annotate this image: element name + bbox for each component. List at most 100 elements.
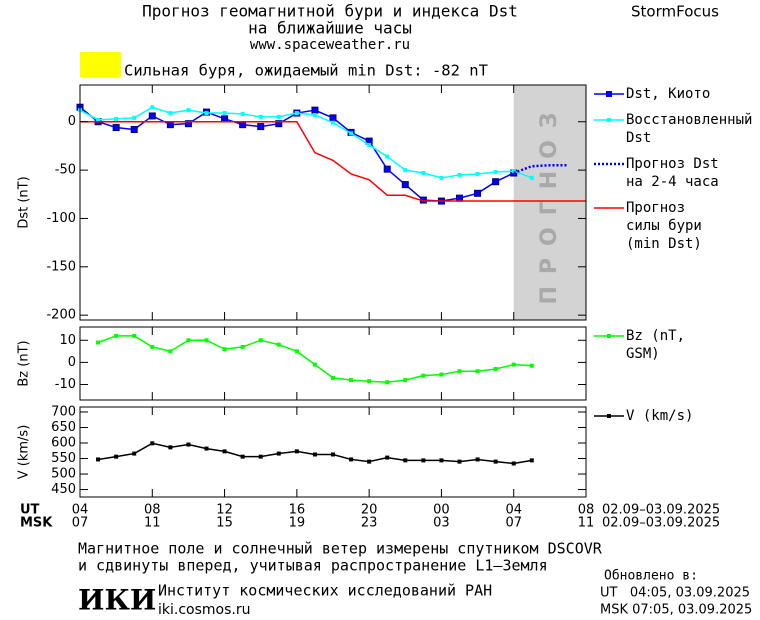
legend-swatch [594, 207, 624, 209]
series-line [97, 335, 532, 384]
marker [474, 189, 482, 197]
updated-msk: MSK 07:05, 03.09.2025 [600, 603, 752, 618]
marker [511, 461, 516, 466]
marker [222, 347, 227, 352]
marker [456, 194, 463, 202]
marker [312, 112, 317, 117]
marker [276, 451, 281, 456]
x-tick-label: 04 [72, 503, 89, 518]
marker [132, 115, 137, 120]
marker [257, 123, 265, 131]
legend-swatch [594, 334, 624, 338]
brand: StormFocus [631, 3, 719, 21]
marker [240, 112, 245, 117]
marker [439, 372, 444, 377]
marker [349, 378, 354, 383]
institute: Институт космических исследований РАН [158, 582, 492, 600]
y-tick-label: 700 [51, 404, 76, 419]
legend-label: Восстановленный Dst [626, 112, 753, 146]
marker [403, 378, 408, 383]
x-row-name: MSK [20, 516, 53, 531]
x-tick-label: 08 [144, 503, 161, 518]
logo: ИКИ [78, 584, 156, 617]
marker [312, 362, 317, 367]
marker [130, 125, 138, 133]
x-row-name: UT [20, 503, 40, 518]
marker [349, 131, 354, 136]
marker [421, 373, 426, 378]
marker [294, 111, 299, 116]
x-tick-label: 07 [505, 516, 522, 531]
series-line [79, 106, 533, 179]
marker [186, 442, 191, 447]
y-tick-label: -200 [46, 308, 76, 323]
marker [96, 117, 101, 122]
updated-label: Обновлено в: [604, 569, 698, 584]
y-tick-label: 650 [51, 420, 76, 435]
y-tick-label: -150 [46, 259, 76, 274]
marker [239, 121, 247, 129]
marker [166, 121, 174, 129]
marker [385, 380, 390, 385]
legend-marker [606, 91, 612, 97]
marker [421, 171, 426, 176]
marker [240, 454, 245, 459]
legend-swatch [594, 118, 624, 122]
marker [112, 124, 120, 132]
marker [331, 375, 335, 380]
marker [222, 449, 227, 454]
marker [511, 362, 516, 367]
note: Магнитное поле и солнечный ветер измерен… [78, 540, 603, 558]
y-tick-label: 600 [51, 436, 76, 451]
marker [385, 154, 390, 159]
legend-entry: Dst, Киото [593, 85, 722, 103]
marker [367, 142, 372, 147]
alert-text: Сильная буря, ожидаемый min Dst: -82 nT [124, 62, 488, 80]
marker [475, 171, 480, 176]
legend-swatch [594, 162, 624, 166]
marker [383, 165, 391, 173]
marker [493, 170, 498, 175]
y-axis-label: V (km/s) [17, 425, 32, 480]
legend-entry: Прогноз силы бури (min Dst) [593, 199, 722, 253]
legend-label: Прогноз силы бури (min Dst) [626, 200, 702, 252]
marker [204, 338, 209, 343]
y-tick-label: 500 [51, 467, 76, 482]
x-tick-label: 11 [578, 516, 595, 531]
marker [457, 369, 462, 374]
marker [493, 459, 498, 464]
legend-entry: Прогноз Dst на 2-4 часа [593, 155, 722, 191]
y-axis-label: Dst (nT) [17, 176, 32, 228]
legend-marker [607, 334, 611, 338]
y-tick-label: 10 [59, 333, 76, 348]
x-row-date: 02.09–03.09.2025 [602, 503, 720, 518]
marker [150, 441, 155, 446]
marker [492, 178, 500, 186]
y-tick-label: 0 [68, 114, 76, 129]
marker [329, 114, 337, 122]
marker [529, 458, 534, 463]
marker [204, 446, 209, 451]
x-tick-label: 03 [433, 516, 450, 531]
x-tick-label: 00 [433, 503, 450, 518]
y-tick-label: 0 [68, 355, 76, 370]
site: iki.cosmos.ru [158, 602, 250, 618]
marker [312, 452, 317, 457]
legend-entry: Восстановленный Dst [593, 111, 753, 147]
marker [457, 459, 462, 464]
marker [401, 181, 409, 189]
y-tick-label: -100 [46, 211, 76, 226]
y-tick-label: -10 [55, 377, 76, 392]
plot-frame [79, 406, 587, 498]
marker [240, 344, 245, 349]
marker [258, 114, 263, 119]
marker [403, 458, 408, 463]
marker [367, 459, 372, 464]
forecast-region [513, 85, 586, 320]
y-tick-label: -50 [55, 163, 76, 178]
marker [349, 457, 354, 462]
marker [439, 458, 444, 463]
marker [96, 457, 101, 462]
marker [114, 333, 119, 338]
